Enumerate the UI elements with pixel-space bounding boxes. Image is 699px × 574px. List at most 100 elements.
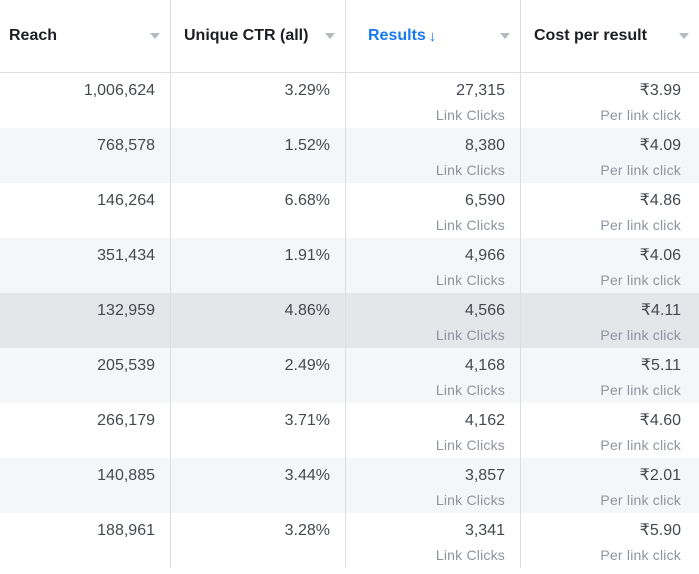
cell-results: 27,315 Link Clicks <box>346 73 521 128</box>
cell-unique-ctr: 6.68% <box>171 183 346 238</box>
table-row[interactable]: 132,959 4.86% 4,566 Link Clicks ₹4.11 Pe… <box>0 293 699 348</box>
table-row[interactable]: 146,264 6.68% 6,590 Link Clicks ₹4.86 Pe… <box>0 183 699 238</box>
table-header: Reach Unique CTR (all) Results ↓ Cost pe… <box>0 0 699 73</box>
chevron-down-icon[interactable] <box>679 33 689 39</box>
reach-value: 146,264 <box>97 192 155 209</box>
cost-value: ₹4.11 <box>640 302 681 319</box>
results-type-label: Link Clicks <box>435 437 505 453</box>
cell-reach: 768,578 <box>0 128 171 183</box>
ctr-value: 1.91% <box>284 247 330 264</box>
results-value: 4,168 <box>464 357 505 374</box>
results-value: 3,857 <box>464 467 505 484</box>
reach-value: 205,539 <box>97 357 155 374</box>
cost-type-label: Per link click <box>600 162 681 178</box>
cell-results: 3,857 Link Clicks <box>346 458 521 513</box>
ctr-value: 3.29% <box>284 82 330 99</box>
cell-unique-ctr: 1.91% <box>171 238 346 293</box>
column-header-cost-per-result[interactable]: Cost per result <box>521 0 699 72</box>
cell-unique-ctr: 4.86% <box>171 293 346 348</box>
cell-results: 4,566 Link Clicks <box>346 293 521 348</box>
ctr-value: 4.86% <box>284 302 330 319</box>
cell-unique-ctr: 3.28% <box>171 513 346 568</box>
cell-cost-per-result: ₹4.11 Per link click <box>521 293 699 348</box>
cell-cost-per-result: ₹2.01 Per link click <box>521 458 699 513</box>
ctr-value: 3.71% <box>284 412 330 429</box>
table-row[interactable]: 140,885 3.44% 3,857 Link Clicks ₹2.01 Pe… <box>0 458 699 513</box>
cost-type-label: Per link click <box>600 547 681 563</box>
results-type-label: Link Clicks <box>435 382 505 398</box>
cost-value: ₹5.90 <box>639 522 681 539</box>
results-type-label: Link Clicks <box>435 107 505 123</box>
cost-type-label: Per link click <box>600 217 681 233</box>
column-header-label: Cost per result <box>534 27 647 44</box>
cell-cost-per-result: ₹5.90 Per link click <box>521 513 699 568</box>
cell-results: 4,168 Link Clicks <box>346 348 521 403</box>
reach-value: 1,006,624 <box>83 82 155 99</box>
results-value: 4,966 <box>464 247 505 264</box>
cell-cost-per-result: ₹4.60 Per link click <box>521 403 699 458</box>
cell-results: 8,380 Link Clicks <box>346 128 521 183</box>
cell-results: 4,162 Link Clicks <box>346 403 521 458</box>
reach-value: 140,885 <box>97 467 155 484</box>
cell-results: 6,590 Link Clicks <box>346 183 521 238</box>
cell-reach: 188,961 <box>0 513 171 568</box>
cost-value: ₹4.86 <box>639 192 681 209</box>
cell-reach: 205,539 <box>0 348 171 403</box>
column-header-reach[interactable]: Reach <box>0 0 171 72</box>
chevron-down-icon[interactable] <box>325 33 335 39</box>
cell-reach: 146,264 <box>0 183 171 238</box>
cost-type-label: Per link click <box>600 107 681 123</box>
cell-reach: 140,885 <box>0 458 171 513</box>
table-row[interactable]: 351,434 1.91% 4,966 Link Clicks ₹4.06 Pe… <box>0 238 699 293</box>
chevron-down-icon[interactable] <box>500 33 510 39</box>
results-value: 4,162 <box>464 412 505 429</box>
table-row[interactable]: 266,179 3.71% 4,162 Link Clicks ₹4.60 Pe… <box>0 403 699 458</box>
cell-unique-ctr: 3.29% <box>171 73 346 128</box>
table-row[interactable]: 1,006,624 3.29% 27,315 Link Clicks ₹3.99… <box>0 73 699 128</box>
cost-type-label: Per link click <box>600 492 681 508</box>
column-header-results[interactable]: Results ↓ <box>346 0 521 72</box>
cell-cost-per-result: ₹5.11 Per link click <box>521 348 699 403</box>
results-value: 6,590 <box>464 192 505 209</box>
results-value: 27,315 <box>456 82 505 99</box>
cell-reach: 1,006,624 <box>0 73 171 128</box>
cell-unique-ctr: 1.52% <box>171 128 346 183</box>
table-row[interactable]: 205,539 2.49% 4,168 Link Clicks ₹5.11 Pe… <box>0 348 699 403</box>
results-type-label: Link Clicks <box>435 217 505 233</box>
chevron-down-icon[interactable] <box>150 33 160 39</box>
cell-unique-ctr: 3.44% <box>171 458 346 513</box>
ctr-value: 3.44% <box>284 467 330 484</box>
cell-cost-per-result: ₹4.09 Per link click <box>521 128 699 183</box>
ctr-value: 3.28% <box>284 522 330 539</box>
reach-value: 132,959 <box>97 302 155 319</box>
ctr-value: 2.49% <box>284 357 330 374</box>
results-type-label: Link Clicks <box>435 547 505 563</box>
results-type-label: Link Clicks <box>435 272 505 288</box>
reach-value: 351,434 <box>97 247 155 264</box>
cost-value: ₹4.09 <box>639 137 681 154</box>
cost-value: ₹4.60 <box>639 412 681 429</box>
cost-type-label: Per link click <box>600 437 681 453</box>
cell-reach: 266,179 <box>0 403 171 458</box>
cost-value: ₹3.99 <box>639 82 681 99</box>
reach-value: 266,179 <box>97 412 155 429</box>
ctr-value: 6.68% <box>284 192 330 209</box>
column-header-label: Unique CTR (all) <box>184 27 309 44</box>
table-row[interactable]: 768,578 1.52% 8,380 Link Clicks ₹4.09 Pe… <box>0 128 699 183</box>
results-value: 4,566 <box>464 302 505 319</box>
cost-type-label: Per link click <box>600 272 681 288</box>
cost-type-label: Per link click <box>600 327 681 343</box>
cell-cost-per-result: ₹4.06 Per link click <box>521 238 699 293</box>
cell-reach: 132,959 <box>0 293 171 348</box>
results-type-label: Link Clicks <box>435 492 505 508</box>
ctr-value: 1.52% <box>284 137 330 154</box>
table-row[interactable]: 188,961 3.28% 3,341 Link Clicks ₹5.90 Pe… <box>0 513 699 568</box>
cell-cost-per-result: ₹3.99 Per link click <box>521 73 699 128</box>
cost-value: ₹5.11 <box>640 357 681 374</box>
sort-descending-icon: ↓ <box>428 27 437 45</box>
column-header-label: Results <box>368 27 426 44</box>
column-header-unique-ctr[interactable]: Unique CTR (all) <box>171 0 346 72</box>
cell-reach: 351,434 <box>0 238 171 293</box>
cost-value: ₹4.06 <box>639 247 681 264</box>
cost-type-label: Per link click <box>600 382 681 398</box>
